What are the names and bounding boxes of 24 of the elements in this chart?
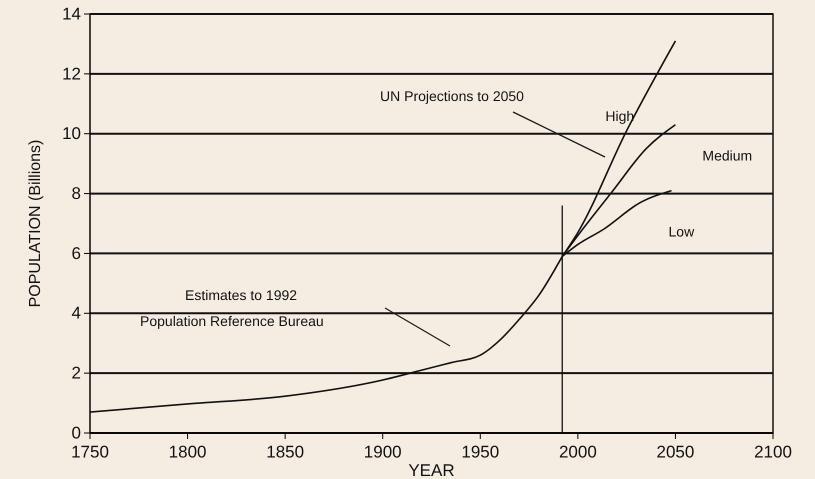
text: Low bbox=[668, 224, 696, 240]
y-tick-label: 0 bbox=[72, 423, 81, 442]
annotation: UN Projections to 2050 bbox=[380, 88, 524, 104]
x-tick-label: 2000 bbox=[558, 442, 597, 462]
x-tick-label: 2100 bbox=[754, 442, 792, 462]
x-tick-label: 2050 bbox=[656, 442, 694, 462]
y-tick-label: 6 bbox=[72, 244, 81, 263]
x-tick-label: 1800 bbox=[168, 442, 206, 462]
y-tick-label: 12 bbox=[62, 64, 81, 84]
y-axis-title: POPULATION (Billions) bbox=[27, 140, 44, 308]
y-tick-label: 14 bbox=[62, 4, 81, 24]
x-tick-label: 1900 bbox=[364, 442, 402, 462]
series-label: High bbox=[605, 108, 634, 124]
annotation: Population Reference Bureau bbox=[140, 313, 324, 329]
y-tick-label: 8 bbox=[72, 184, 81, 204]
annotation: Estimates to 1992 bbox=[185, 287, 298, 303]
y-tick-label: 10 bbox=[62, 124, 81, 144]
x-tick-label: 1850 bbox=[266, 442, 304, 462]
y-tick-label: 2 bbox=[72, 364, 81, 383]
x-tick-label: 1950 bbox=[461, 442, 500, 462]
y-tick-label: 4 bbox=[72, 304, 81, 323]
x-tick-label: 1750 bbox=[71, 442, 109, 462]
text: Medium bbox=[702, 148, 752, 164]
x-axis-title: YEAR bbox=[408, 461, 455, 479]
